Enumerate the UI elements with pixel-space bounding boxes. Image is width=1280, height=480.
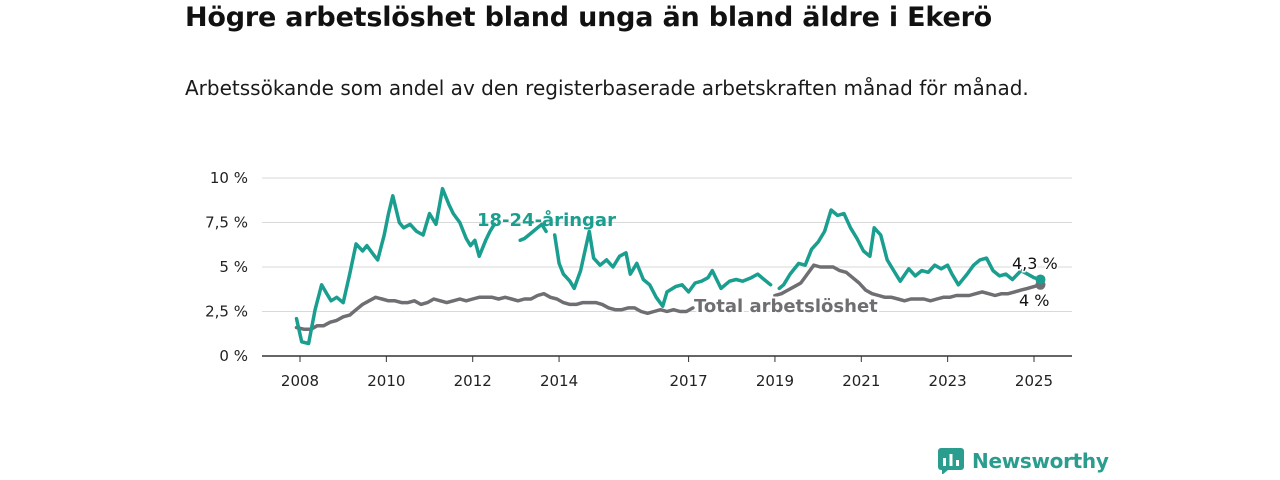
series-labels: 18-24-åringar Total arbetslöshet 4,3 % 4 % <box>477 209 1059 319</box>
x-tick-label: 2017 <box>669 372 707 390</box>
series-lines <box>294 186 1046 346</box>
newsworthy-logo-icon <box>938 448 964 474</box>
series-label-youth: 18-24-åringar <box>477 209 616 231</box>
y-tick-label: 7,5 % <box>205 214 248 232</box>
x-axis: 2008 2010 2012 2014 2017 2019 2021 2023 2025 <box>262 355 1072 390</box>
x-tick-label: 2021 <box>842 372 880 390</box>
end-value-label-total: 4 % <box>1019 291 1049 310</box>
x-tick-label: 2023 <box>929 372 967 390</box>
x-tick-label: 2010 <box>367 372 405 390</box>
chart-subtitle: Arbetssökande som andel av den registerb… <box>185 76 1029 100</box>
end-value-label-youth: 4,3 % <box>1012 254 1058 273</box>
series-line-1 <box>294 263 1043 332</box>
y-axis-tick-labels: 0 % 2,5 % 5 % 7,5 % 10 % <box>205 169 248 365</box>
y-tick-label: 2,5 % <box>205 303 248 321</box>
y-tick-label: 10 % <box>210 169 248 187</box>
y-tick-label: 0 % <box>219 347 248 365</box>
x-tick-label: 2012 <box>454 372 492 390</box>
y-tick-label: 5 % <box>219 258 248 276</box>
series-line-0 <box>294 186 1043 346</box>
x-tick-label: 2014 <box>540 372 578 390</box>
x-tick-label: 2008 <box>281 372 319 390</box>
x-tick-label: 2025 <box>1015 372 1053 390</box>
x-tick-label: 2019 <box>756 372 794 390</box>
brand-name: Newsworthy <box>972 449 1109 473</box>
chart-title: Högre arbetslöshet bland unga än bland ä… <box>185 2 993 33</box>
series-label-total: Total arbetslöshet <box>694 296 878 317</box>
series-end-point <box>1035 274 1046 285</box>
newsworthy-logo: Newsworthy <box>938 448 1109 474</box>
